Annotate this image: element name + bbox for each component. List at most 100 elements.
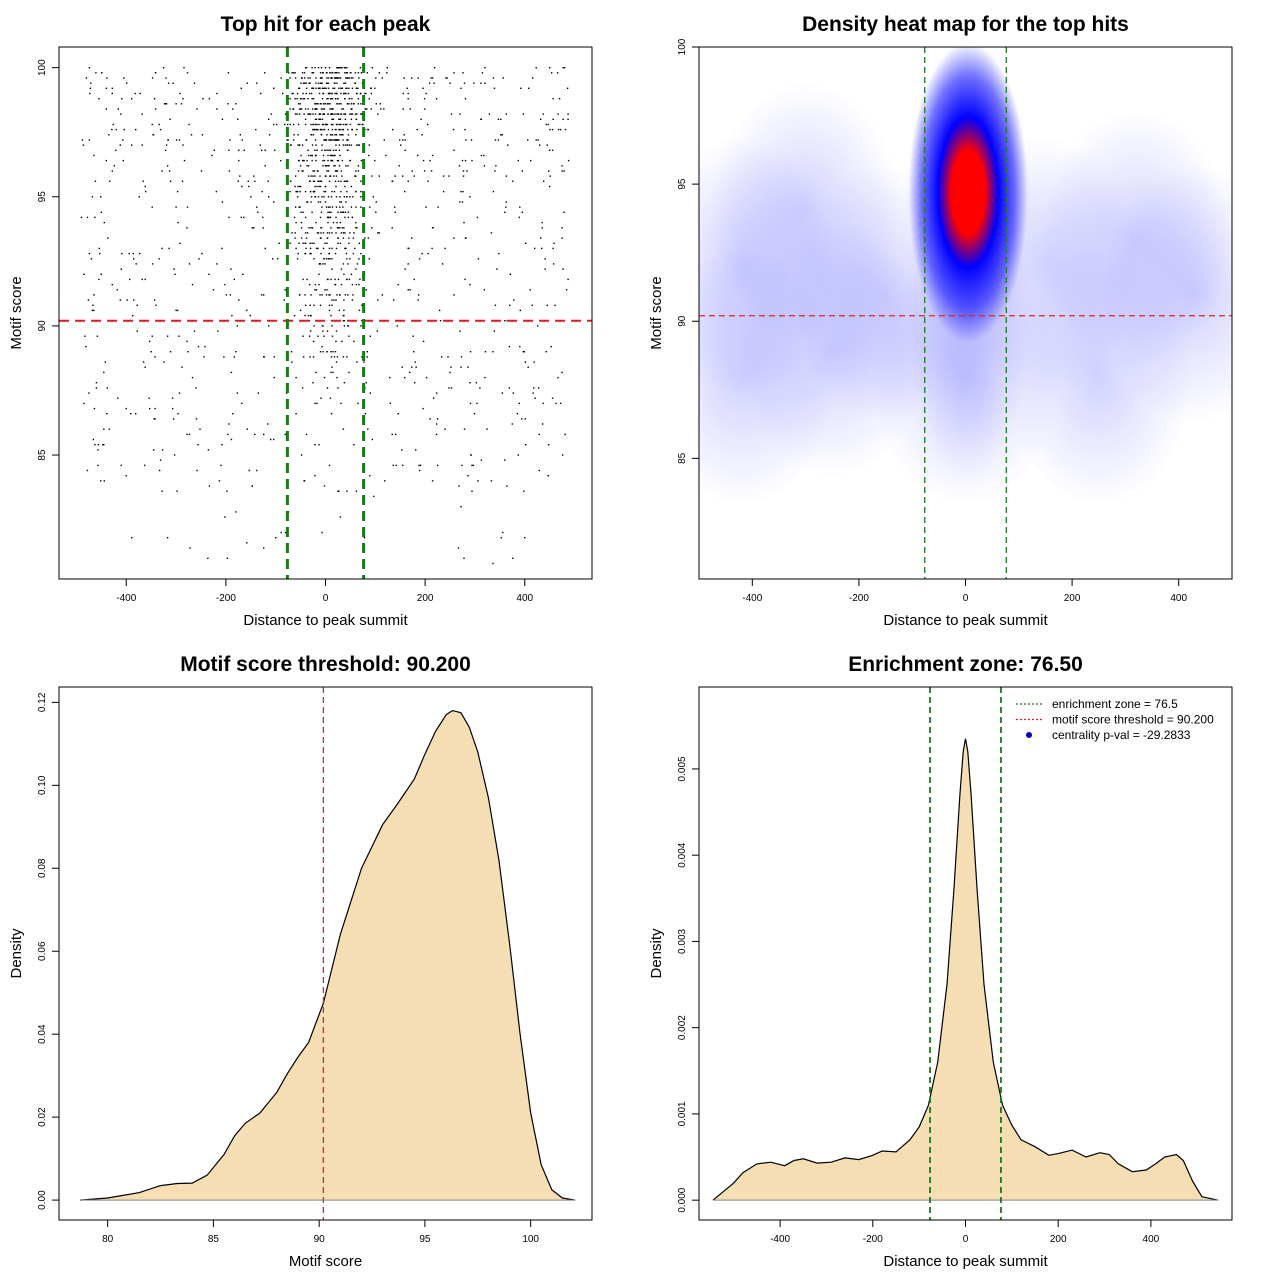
y-tick-label: 0.10 bbox=[37, 775, 48, 795]
scatter-point bbox=[176, 490, 178, 492]
scatter-point bbox=[344, 185, 346, 188]
scatter-point bbox=[480, 154, 483, 157]
scatter-point bbox=[343, 273, 345, 275]
scatter-point bbox=[122, 159, 124, 162]
scatter-point bbox=[335, 196, 338, 198]
scatter-point bbox=[154, 356, 156, 358]
scatter-point bbox=[450, 366, 452, 368]
scatter-point bbox=[433, 67, 436, 69]
scatter-point bbox=[351, 128, 353, 131]
scatter-point bbox=[483, 289, 486, 291]
scatter-point bbox=[302, 159, 305, 162]
scatter-point bbox=[308, 82, 310, 84]
scatter-point bbox=[240, 216, 242, 219]
scatter-point bbox=[550, 345, 552, 348]
scatter-point bbox=[521, 211, 523, 213]
scatter-point bbox=[340, 190, 342, 193]
scatter-point bbox=[311, 154, 313, 157]
scatter-point bbox=[311, 242, 313, 244]
scatter-point bbox=[223, 356, 225, 358]
scatter-point bbox=[426, 123, 429, 126]
scatter-point bbox=[368, 154, 370, 157]
scatter-point bbox=[186, 433, 188, 436]
scatter-point bbox=[312, 123, 315, 126]
x-axis-label: Distance to peak summit bbox=[883, 612, 1048, 629]
scatter-point bbox=[300, 211, 302, 213]
scatter-point bbox=[305, 92, 307, 95]
scatter-point bbox=[342, 356, 345, 358]
scatter-point bbox=[247, 180, 249, 182]
scatter-point bbox=[525, 444, 527, 446]
scatter-point bbox=[295, 247, 297, 250]
scatter-point bbox=[125, 407, 127, 410]
scatter-point bbox=[314, 123, 317, 126]
scatter-point bbox=[524, 418, 526, 420]
scatter-point bbox=[261, 149, 263, 151]
scatter-point bbox=[171, 397, 174, 399]
scatter-point bbox=[535, 139, 537, 141]
scatter-point bbox=[104, 361, 106, 363]
scatter-point bbox=[228, 149, 230, 151]
scatter-point bbox=[313, 304, 315, 306]
scatter-point bbox=[386, 72, 388, 74]
scatter-point bbox=[327, 221, 329, 224]
scatter-point bbox=[122, 139, 124, 141]
scatter-point bbox=[464, 128, 466, 131]
scatter-point bbox=[106, 387, 108, 389]
scatter-point bbox=[450, 113, 453, 115]
scatter-point bbox=[328, 247, 331, 250]
scatter-point bbox=[306, 159, 308, 162]
scatter-point bbox=[332, 221, 335, 224]
scatter-point bbox=[340, 268, 343, 270]
scatter-point bbox=[308, 92, 311, 95]
scatter-point bbox=[330, 278, 332, 281]
scatter-point bbox=[331, 128, 334, 131]
scatter-point bbox=[305, 247, 307, 250]
scatter-point bbox=[294, 232, 296, 234]
scatter-point bbox=[370, 92, 372, 95]
scatter-point bbox=[153, 98, 156, 100]
scatter-point bbox=[314, 402, 316, 405]
scatter-point bbox=[309, 154, 312, 157]
scatter-point bbox=[347, 139, 349, 141]
scatter-point bbox=[519, 206, 521, 208]
legend-swatch-point bbox=[1026, 732, 1032, 738]
chart-title: Motif score threshold: 90.200 bbox=[180, 653, 471, 676]
scatter-point bbox=[273, 87, 275, 89]
scatter-point bbox=[291, 232, 293, 234]
scatter-point bbox=[188, 123, 190, 126]
scatter-point bbox=[221, 444, 223, 446]
scatter-point bbox=[332, 371, 334, 374]
scatter-point bbox=[149, 407, 151, 410]
scatter-point bbox=[193, 82, 196, 84]
plot-area bbox=[59, 47, 592, 579]
scatter-point bbox=[313, 180, 316, 182]
scatter-point bbox=[317, 67, 320, 69]
scatter-point bbox=[231, 314, 233, 317]
scatter-point bbox=[334, 283, 336, 286]
scatter-point bbox=[230, 438, 233, 441]
scatter-point bbox=[154, 72, 157, 74]
scatter-point bbox=[236, 325, 238, 327]
scatter-point bbox=[557, 113, 559, 115]
scatter-point bbox=[309, 242, 311, 244]
scatter-point bbox=[236, 392, 238, 394]
scatter-point bbox=[318, 113, 321, 115]
scatter-point bbox=[340, 201, 343, 203]
scatter-point bbox=[351, 299, 354, 301]
scatter-point bbox=[358, 309, 361, 312]
scatter-point bbox=[297, 87, 300, 89]
scatter-point bbox=[394, 175, 396, 177]
scatter-point bbox=[402, 92, 404, 95]
scatter-point bbox=[415, 366, 417, 368]
scatter-point bbox=[465, 139, 467, 141]
scatter-point bbox=[352, 196, 354, 198]
scatter-point bbox=[339, 77, 341, 79]
scatter-point bbox=[418, 469, 421, 472]
scatter-point bbox=[319, 201, 322, 203]
scatter-point bbox=[189, 547, 191, 549]
scatter-point bbox=[287, 139, 289, 141]
scatter-point bbox=[334, 278, 336, 281]
scatter-point bbox=[386, 67, 388, 69]
scatter-point bbox=[314, 175, 316, 177]
